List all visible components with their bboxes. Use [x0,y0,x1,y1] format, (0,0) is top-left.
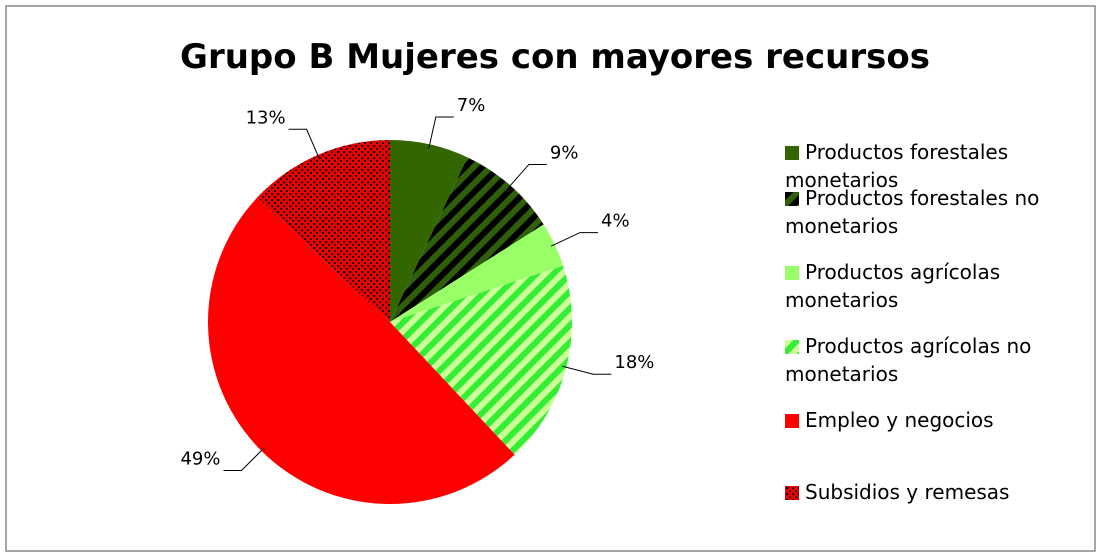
legend-swatch [785,414,799,428]
data-label: 4% [601,211,630,232]
legend-item: Subsidios y remesas [785,478,1085,506]
data-label: 9% [550,142,579,163]
leader-line [428,116,454,149]
leader-line [562,365,612,375]
pie-slice [257,140,390,322]
pie-slice [207,197,515,505]
chart-title: Grupo B Mujeres con mayores recursos [180,37,930,77]
leader-line [223,447,265,471]
legend-swatch [785,146,799,160]
legend-swatch [785,192,799,206]
pie-slice [390,140,468,322]
data-label: 18% [614,352,654,373]
legend-item: Productos agrícolas no monetarios [785,332,1085,388]
legend-item: Productos forestales no monetarios [785,184,1085,240]
data-label: 7% [457,95,486,116]
legend-label: Productos agrícolas no monetarios [785,334,1032,386]
legend-label: Productos forestales no monetarios [785,186,1040,238]
legend-label: Empleo y negocios [805,408,994,432]
legend-swatch [785,266,799,280]
legend-label: Productos agrícolas monetarios [785,260,1001,312]
leader-line [507,163,547,189]
pie-slice [390,224,564,322]
data-label: 13% [246,107,286,128]
pie-slice [390,265,572,455]
legend-swatch [785,340,799,354]
legend-item: Productos agrícolas monetarios [785,258,1085,314]
leader-line [550,232,599,247]
legend-item: Productos forestales monetarios [785,138,1085,194]
data-label: 49% [180,448,220,469]
leader-line [288,128,320,159]
legend-swatch [785,486,799,500]
legend-label: Subsidios y remesas [805,480,1010,504]
legend-item: Empleo y negocios [785,406,1085,434]
pie-slice [390,157,544,322]
legend-label: Productos forestales monetarios [785,140,1009,192]
